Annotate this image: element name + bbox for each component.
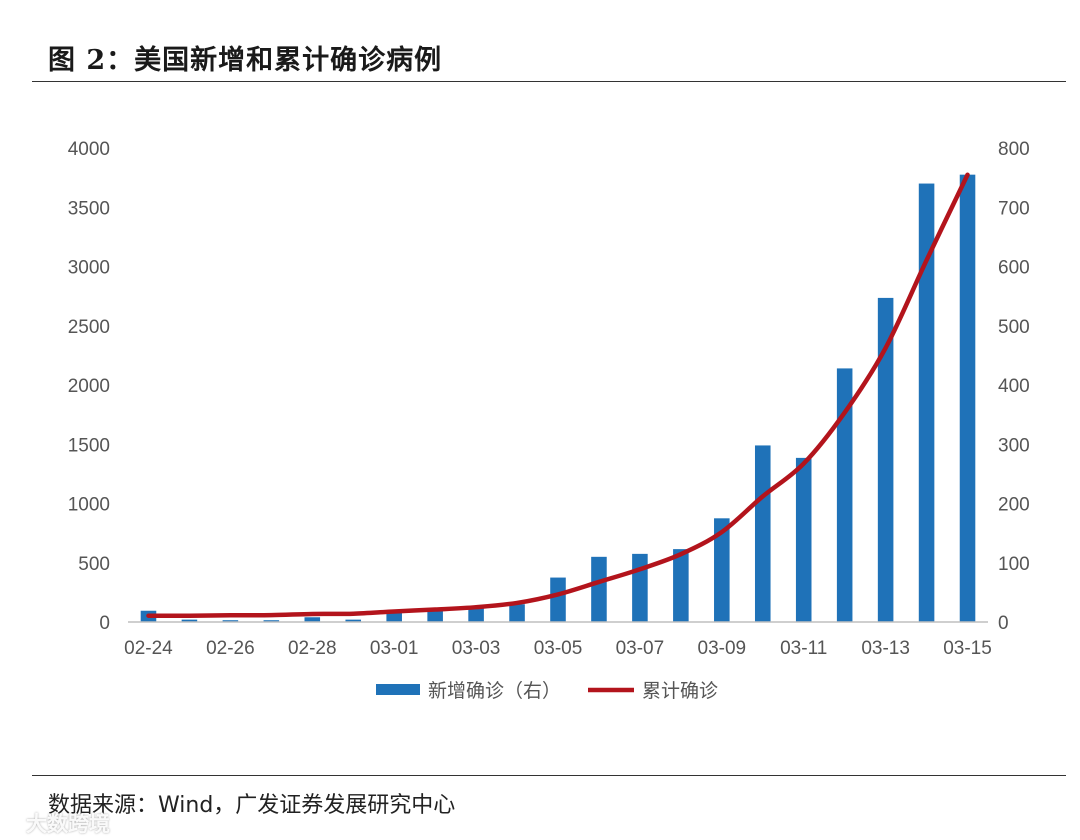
right-tick-label: 400: [998, 376, 1030, 397]
right-axis: 0 100 200 300 400 500 600 700 800: [998, 139, 1030, 634]
right-tick-label: 300: [998, 435, 1030, 456]
bar-03-01: [386, 610, 402, 622]
left-tick-label: 1000: [68, 495, 110, 516]
right-tick-label: 800: [998, 139, 1030, 160]
x-tick-label: 02-26: [206, 638, 255, 659]
bar-03-04: [509, 604, 525, 622]
x-tick-label: 02-28: [288, 638, 337, 659]
x-tick-label: 02-24: [124, 638, 173, 659]
legend-swatch-new-cases: [376, 684, 420, 695]
line-series-group: [146, 172, 970, 619]
bar-02-26: [222, 620, 239, 622]
right-tick-label: 200: [998, 495, 1030, 516]
right-tick-label: 0: [998, 613, 1009, 634]
x-tick-label: 03-13: [861, 638, 910, 659]
bar-02-29: [345, 619, 362, 622]
left-tick-label: 500: [78, 554, 110, 575]
bar-03-06: [591, 556, 607, 622]
left-tick-label: 0: [99, 613, 110, 634]
x-tick-label: 03-09: [698, 638, 747, 659]
x-tick-label: 03-15: [943, 638, 992, 659]
left-tick-label: 1500: [68, 435, 110, 456]
bar-03-03: [468, 607, 484, 622]
bar-02-28: [304, 617, 321, 622]
combo-chart: 0 500 1000 1500 2000 2500 3000 3500 4000 0 100 200…: [68, 139, 1030, 702]
x-tick-label: 03-05: [534, 638, 583, 659]
bar-03-08: [673, 549, 689, 622]
watermark: 大数跨境: [26, 812, 110, 836]
bar-03-05: [550, 577, 566, 622]
x-tick-label: 03-01: [370, 638, 419, 659]
bar-series: [140, 174, 976, 623]
chart-title: 图 2：美国新增和累计确诊病例: [48, 45, 443, 76]
legend-label-new-cases: 新增确诊（右）: [428, 680, 561, 702]
legend-label-cumulative: 累计确诊: [642, 680, 718, 702]
right-tick-label: 700: [998, 198, 1030, 219]
bar-03-09: [714, 518, 730, 622]
cumulative-line: [146, 172, 970, 619]
left-tick-label: 2500: [68, 317, 110, 338]
left-tick-label: 2000: [68, 376, 110, 397]
bar-02-27: [263, 620, 280, 622]
bar-03-07: [632, 553, 648, 622]
left-tick-label: 3000: [68, 258, 110, 279]
left-axis: 0 500 1000 1500 2000 2500 3000 3500 4000: [68, 139, 110, 634]
right-tick-label: 600: [998, 258, 1030, 279]
left-tick-label: 3500: [68, 198, 110, 219]
footer-divider: [32, 775, 1066, 776]
x-axis: 02-24 02-26 02-28 03-01 03-03 03-05 03-07 03-09…: [124, 638, 992, 659]
bar-03-12: [836, 368, 853, 622]
bar-03-14: [918, 183, 935, 623]
left-tick-label: 4000: [68, 139, 110, 160]
right-tick-label: 500: [998, 317, 1030, 338]
bar-03-11: [795, 457, 812, 622]
title-divider: [32, 81, 1066, 82]
x-tick-label: 03-11: [780, 638, 827, 659]
right-tick-label: 100: [998, 554, 1030, 575]
bar-03-02: [427, 608, 443, 622]
bar-03-13: [877, 297, 894, 622]
x-tick-label: 03-07: [616, 638, 665, 659]
x-tick-label: 03-03: [452, 638, 501, 659]
bar-02-25: [181, 619, 198, 622]
legend: 新增确诊（右） 累计确诊: [376, 680, 718, 702]
data-source: 数据来源：Wind，广发证券发展研究中心: [48, 793, 456, 818]
bar-03-15: [959, 174, 976, 622]
bar-03-10: [754, 445, 771, 622]
